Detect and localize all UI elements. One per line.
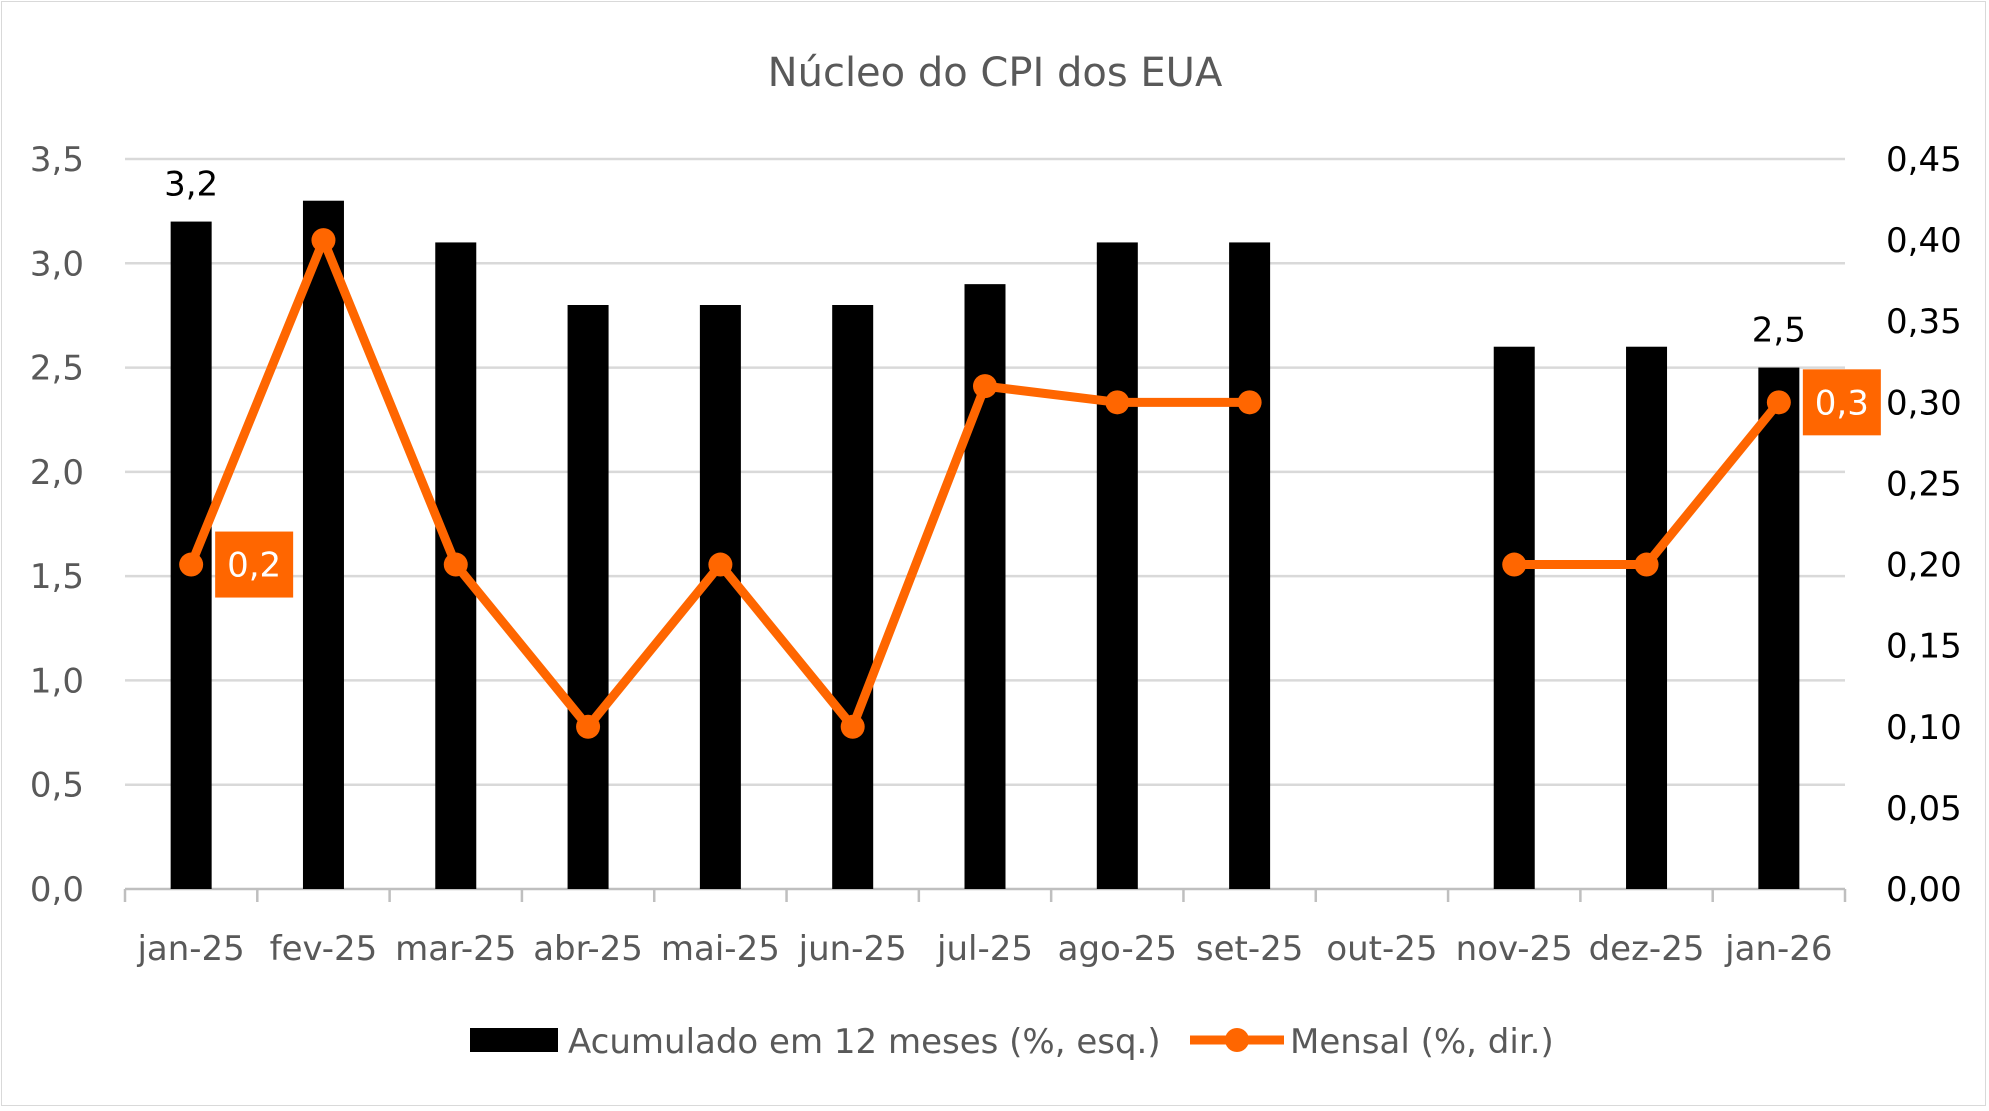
y-right-tick-label: 0,35 xyxy=(1886,302,1962,342)
line-point xyxy=(576,714,601,739)
legend-line-label: Mensal (%, dir.) xyxy=(1290,1022,1554,1062)
bar xyxy=(699,305,741,889)
line-point xyxy=(1634,552,1659,577)
line-point xyxy=(708,552,733,577)
line-data-label: 0,3 xyxy=(1815,383,1869,423)
y-right-tick-label: 0,30 xyxy=(1886,383,1962,423)
bar xyxy=(1626,346,1668,889)
bar xyxy=(1758,367,1800,890)
y-right-tick-label: 0,10 xyxy=(1886,708,1962,748)
line-data-label-box xyxy=(1802,369,1881,436)
legend: Acumulado em 12 meses (%, esq.) Mensal (… xyxy=(470,1022,1554,1062)
bar xyxy=(567,305,609,889)
y-left-tick-label: 0,0 xyxy=(30,870,84,910)
legend-line-marker xyxy=(1225,1028,1249,1052)
bar xyxy=(1493,346,1535,889)
x-tick-label: jun-25 xyxy=(798,929,907,969)
line-data-label: 0,2 xyxy=(227,546,281,586)
line-point xyxy=(1105,390,1130,415)
y-right-tick-label: 0,15 xyxy=(1886,627,1962,667)
x-tick-label: mar-25 xyxy=(395,929,516,969)
bar xyxy=(1229,242,1271,889)
x-tick-label: out-25 xyxy=(1326,929,1437,969)
y-left-tick-label: 1,0 xyxy=(30,661,84,701)
x-tick-label: jul-25 xyxy=(936,929,1033,969)
y-right-tick-label: 0,40 xyxy=(1886,221,1962,261)
y-right-tick-label: 0,00 xyxy=(1886,870,1962,910)
line-data-label-box xyxy=(215,531,294,598)
y-left-tick-label: 0,5 xyxy=(30,766,84,806)
y-left-tick-label: 2,0 xyxy=(30,453,84,493)
line-point xyxy=(1766,390,1791,415)
bar xyxy=(1096,242,1138,889)
bar-data-label: 2,5 xyxy=(1752,311,1806,351)
line-point xyxy=(840,714,865,739)
x-tick-label: fev-25 xyxy=(270,929,378,969)
chart-title: Núcleo do CPI dos EUA xyxy=(768,50,1223,96)
y-left-tick-label: 1,5 xyxy=(30,557,84,597)
line-point xyxy=(443,552,468,577)
legend-bar-label: Acumulado em 12 meses (%, esq.) xyxy=(568,1022,1161,1062)
y-left-tick-label: 3,0 xyxy=(30,244,84,284)
y-left-tick-label: 2,5 xyxy=(30,349,84,389)
x-tick-label: set-25 xyxy=(1196,929,1304,969)
bar-data-label: 3,2 xyxy=(164,165,218,205)
bar xyxy=(302,200,344,889)
line-point xyxy=(179,552,204,577)
line-point xyxy=(1237,390,1262,415)
y-right-tick-label: 0,45 xyxy=(1886,140,1962,180)
y-left-tick-label: 3,5 xyxy=(30,140,84,180)
x-tick-label: mai-25 xyxy=(661,929,780,969)
x-tick-label: abr-25 xyxy=(533,929,643,969)
y-right-tick-label: 0,05 xyxy=(1886,789,1962,829)
legend-bar-swatch xyxy=(470,1028,558,1052)
y-right-tick-label: 0,25 xyxy=(1886,464,1962,504)
line-point xyxy=(1502,552,1527,577)
x-tick-label: ago-25 xyxy=(1058,929,1177,969)
y-right-tick-label: 0,20 xyxy=(1886,546,1962,586)
bar xyxy=(832,305,874,889)
x-tick-label: dez-25 xyxy=(1589,929,1705,969)
x-tick-label: nov-25 xyxy=(1456,929,1573,969)
x-tick-label: jan-25 xyxy=(136,929,244,969)
line-point xyxy=(973,374,997,399)
x-tick-label: jan-26 xyxy=(1724,929,1832,969)
line-point xyxy=(311,228,336,253)
